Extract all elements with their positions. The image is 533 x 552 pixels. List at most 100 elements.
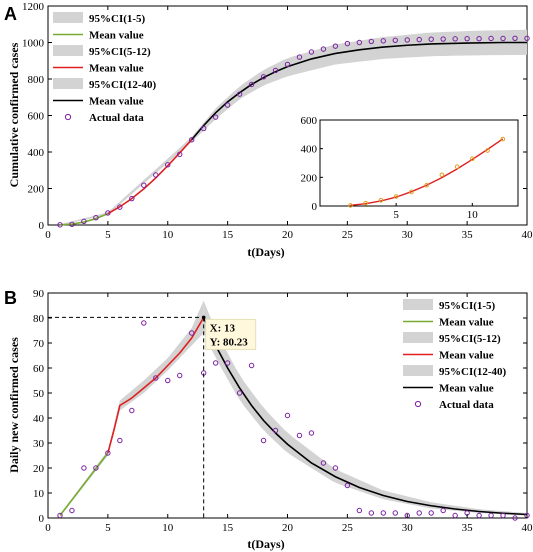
actual-data-point	[212, 360, 219, 366]
inset-actual-point	[454, 164, 460, 170]
actual-data-point	[57, 512, 63, 519]
x-tick-label: 0	[45, 229, 51, 241]
panel-a-actual-points	[57, 35, 530, 228]
legend-ci-swatch	[53, 12, 83, 23]
actual-data-point	[368, 38, 375, 45]
actual-data-point	[404, 37, 410, 43]
panel-a-ylabel: Cumulative confirmed cases	[7, 42, 21, 187]
datatip-y-text: Y: 80.23	[210, 336, 249, 348]
legend-label: Mean value	[439, 317, 494, 329]
actual-data-point	[129, 407, 135, 414]
actual-data-point	[464, 35, 470, 42]
actual-data-point	[284, 61, 291, 68]
actual-data-point	[260, 74, 267, 80]
actual-data-point	[356, 39, 363, 46]
actual-data-point	[200, 125, 207, 132]
y-tick-label: 200	[28, 184, 45, 196]
legend-label: Mean value	[439, 383, 494, 395]
datatip-box	[205, 318, 257, 350]
actual-data-point	[440, 507, 446, 514]
actual-data-point	[224, 360, 231, 366]
actual-data-point	[344, 482, 351, 489]
y-tick-label: 0	[39, 220, 45, 232]
actual-data-point	[129, 195, 135, 202]
actual-data-point	[476, 35, 482, 42]
x-tick-label: 10	[162, 229, 174, 241]
actual-data-point	[177, 372, 183, 379]
actual-data-point	[452, 36, 458, 42]
actual-data-point	[189, 137, 195, 143]
actual-data-point	[332, 465, 339, 471]
actual-data-point	[153, 172, 159, 178]
y-tick-label: 1000	[22, 38, 45, 50]
actual-data-point	[141, 182, 147, 188]
inset-actual-point	[485, 148, 490, 153]
legend-label: 95%CI(1-5)	[89, 13, 146, 25]
x-tick-label: 20	[282, 522, 294, 534]
actual-data-point	[380, 510, 386, 516]
actual-data-point	[296, 54, 303, 60]
inset-y-tick-label: 600	[301, 115, 318, 127]
legend-ci-swatch	[53, 78, 83, 89]
actual-data-point	[236, 91, 243, 97]
actual-data-point	[308, 430, 315, 436]
panel-b-xlabel: t(Days)	[247, 537, 284, 551]
x-tick-label: 30	[402, 229, 414, 241]
actual-data-point	[416, 36, 422, 43]
annotation-point	[201, 315, 206, 320]
actual-data-point	[320, 46, 327, 52]
y-tick-label: 30	[33, 438, 45, 450]
actual-data-point	[57, 222, 63, 228]
legend-label: Mean value	[439, 350, 494, 362]
x-tick-label: 0	[45, 522, 51, 534]
inset-actual-point	[363, 200, 368, 206]
actual-data-point	[248, 81, 255, 88]
actual-data-point	[141, 320, 147, 326]
panel-a-xlabel: t(Days)	[247, 245, 284, 259]
legend-ci-swatch	[403, 299, 433, 310]
x-tick-label: 25	[342, 229, 354, 241]
panel-b: B X: 13 Y: 80.23 0 5 10 15 20 25 30 35 40 0 10 20 30 4…	[4, 288, 533, 551]
actual-data-point	[296, 432, 303, 439]
actual-data-point	[476, 512, 482, 519]
actual-data-point	[416, 510, 422, 516]
legend-label: Mean value	[89, 63, 144, 75]
inset-x-tick-label: 10	[467, 209, 479, 221]
x-tick-label: 10	[162, 522, 174, 534]
panel-a-legend: 95%CI(1-5) Mean value 95%CI(5-12) Mean valu…	[53, 12, 157, 124]
legend-label: 95%CI(5-12)	[89, 46, 151, 58]
mean-value-line	[107, 317, 205, 454]
inset-actual-point	[409, 189, 414, 195]
actual-data-point	[308, 49, 315, 55]
y-tick-label: 90	[33, 288, 45, 300]
mean-value-line	[59, 452, 109, 516]
actual-data-point	[500, 35, 506, 42]
actual-data-point	[105, 450, 111, 456]
panel-b-annotation: X: 13 Y: 80.23	[48, 315, 257, 518]
inset-actual-point	[424, 182, 429, 188]
actual-data-point	[500, 512, 506, 519]
legend-label: 95%CI(12-40)	[89, 79, 157, 91]
x-tick-label: 15	[222, 522, 234, 534]
actual-data-point	[117, 437, 123, 444]
y-tick-label: 600	[28, 111, 45, 123]
y-tick-label: 40	[33, 413, 45, 425]
y-tick-label: 0	[39, 513, 45, 525]
x-tick-label: 40	[522, 522, 533, 534]
legend-label: 95%CI(1-5)	[439, 300, 496, 312]
panel-b-mean-lines	[59, 317, 528, 516]
actual-data-point	[177, 151, 183, 158]
inset-actual-point	[439, 172, 445, 178]
datatip-x-text: X: 13	[210, 322, 236, 334]
actual-data-point	[512, 35, 518, 42]
actual-data-point	[488, 512, 494, 519]
inset-mean-line	[350, 138, 504, 206]
y-tick-label: 800	[28, 74, 45, 86]
actual-data-point	[392, 37, 398, 44]
x-tick-label: 40	[522, 229, 533, 241]
inset-y-tick-label: 200	[301, 172, 318, 184]
y-tick-label: 50	[33, 388, 45, 400]
actual-data-point	[272, 67, 279, 74]
actual-data-point	[105, 210, 111, 216]
